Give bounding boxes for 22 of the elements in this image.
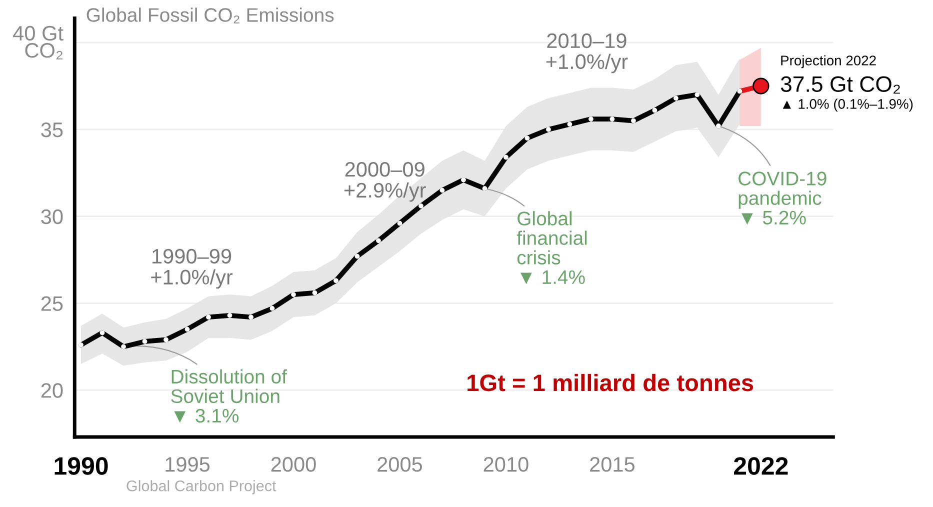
y-tick-label: 20 [41,383,63,398]
y-tick-label: 40 Gt CO₂ [13,26,64,60]
y-tick-label: 35 [41,122,63,138]
x-tick-label: 1990 [54,457,108,475]
x-tick-label: 2000 [271,457,316,472]
text: Global Carbon Project [126,480,276,494]
x-tick-label: 2010 [484,457,528,472]
x-tick-label: 2015 [590,457,634,472]
chart-title: Global Fossil CO₂ Emissions [86,8,334,24]
annotation: Dissolution of Soviet Union ▼ 3.1% [171,369,288,423]
x-tick-label: 2005 [378,457,422,472]
x-tick-label: 1995 [166,457,210,472]
annotation: 1990–99 +1.0%/yr [151,248,233,289]
annotation: 1Gt = 1 milliard de tonnes [468,374,754,392]
annotation: 2010–19 +1.0%/yr [546,33,628,74]
annotation: Global financial crisis ▼ 1.4% [516,211,587,284]
annotation: COVID-19 pandemic ▼ 5.2% [738,172,826,225]
annotation: 2000–09 +2.9%/yr [344,162,426,202]
y-tick-label: 25 [41,296,63,311]
x-tick-label: 2022 [734,457,788,475]
y-tick-label: 30 [41,209,63,224]
annotation: Projection 2022 37.5 Gt CO₂ ▲ 1.0% (0.1%–1.9%) [780,55,913,112]
